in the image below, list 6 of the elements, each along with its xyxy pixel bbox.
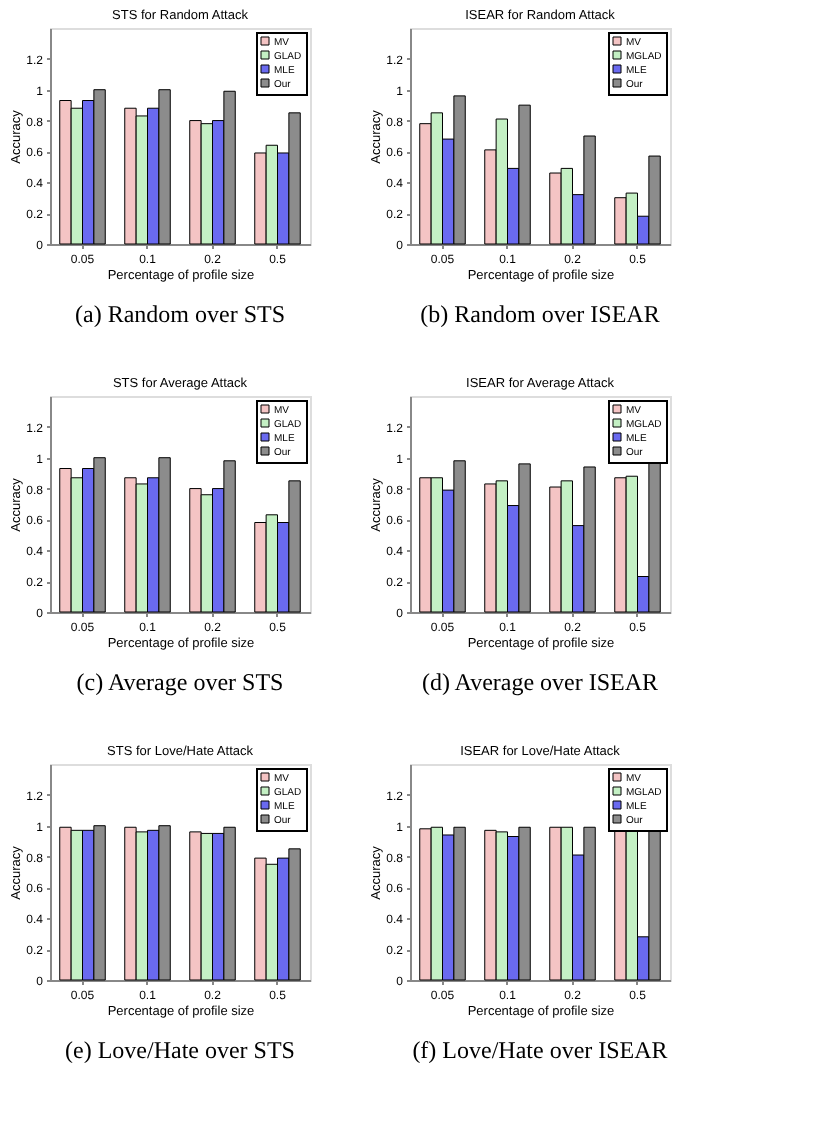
text: (a) Random over STS: [75, 300, 285, 328]
text: (c) Average over STS: [76, 668, 284, 696]
text: (f) Love/Hate over ISEAR: [412, 1036, 668, 1064]
text: (b) Random over ISEAR: [420, 300, 660, 328]
text: (e) Love/Hate over STS: [65, 1036, 295, 1064]
text: (d) Average over ISEAR: [421, 668, 659, 696]
